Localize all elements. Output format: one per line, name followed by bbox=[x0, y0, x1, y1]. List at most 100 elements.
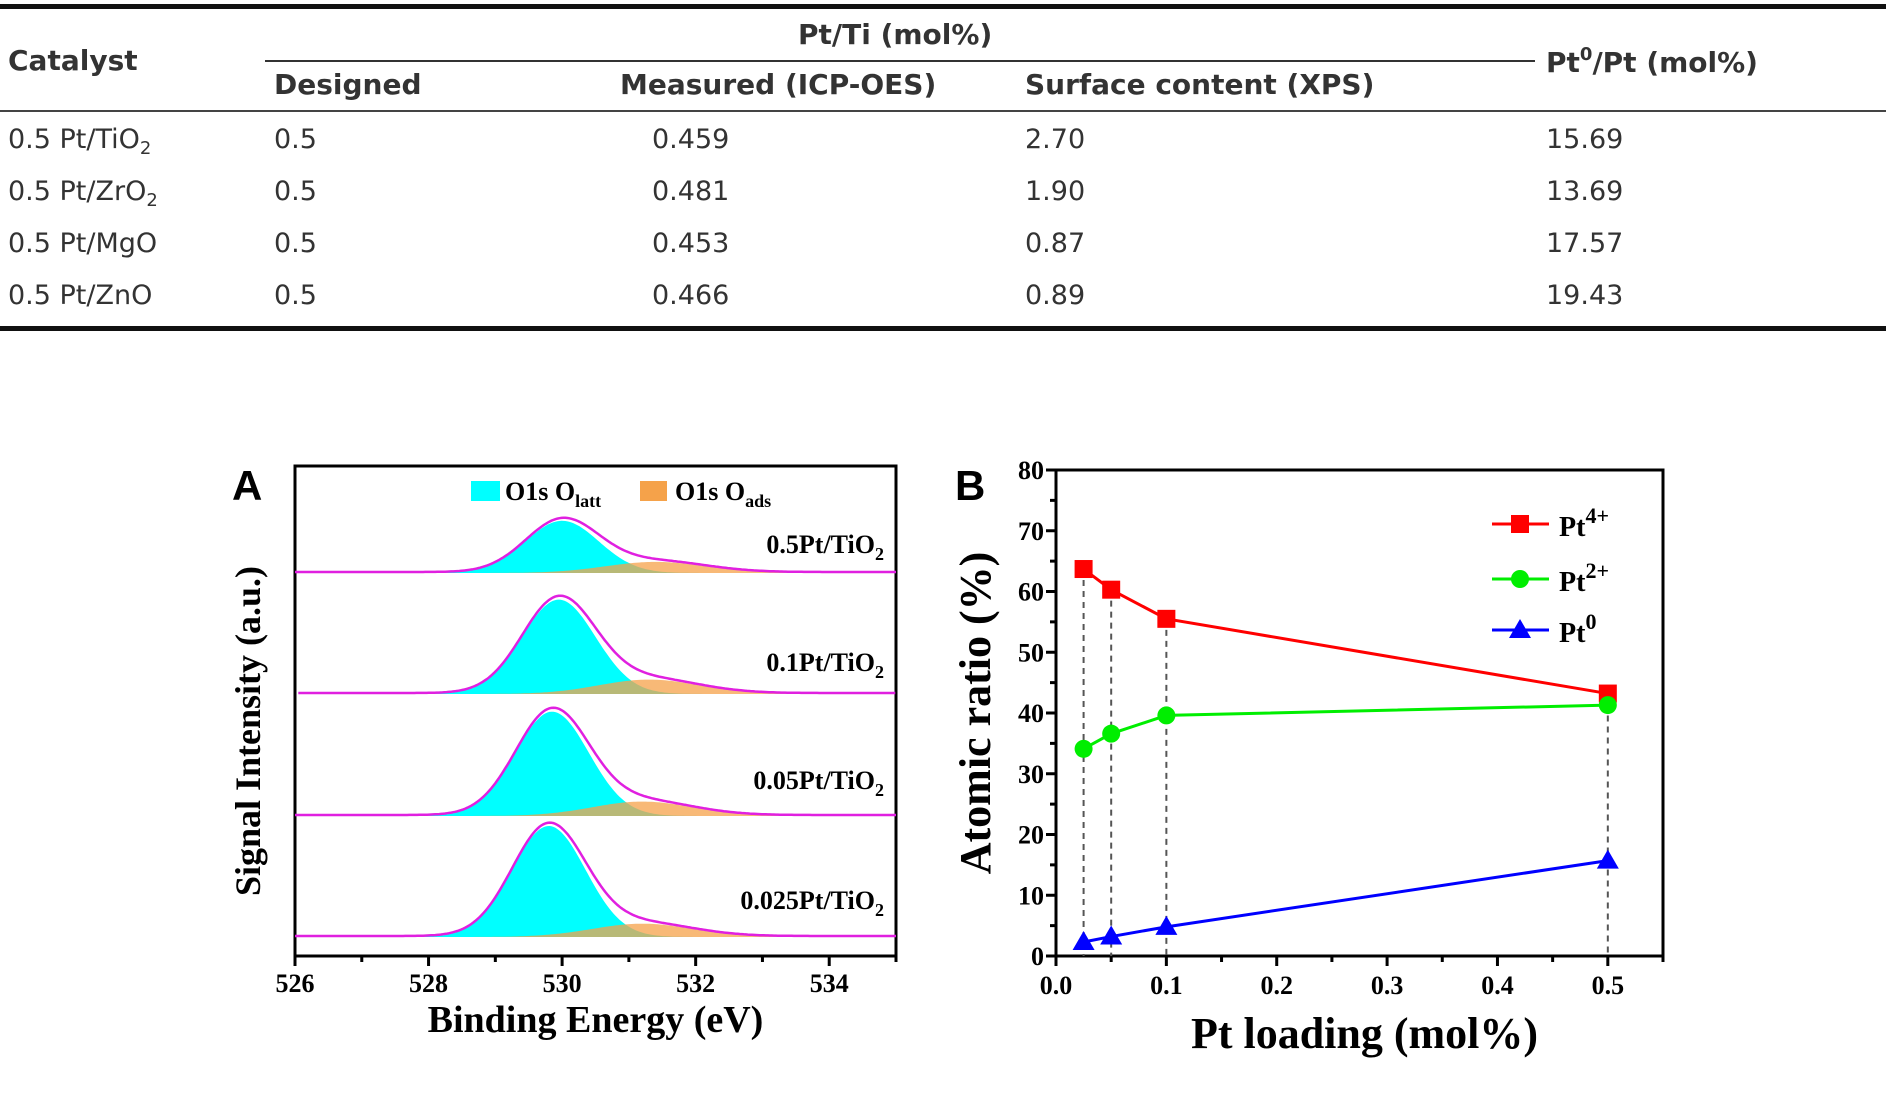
data-point bbox=[1100, 925, 1123, 945]
latt-peak-fill bbox=[295, 711, 896, 816]
cell-surface: 0.87 bbox=[1025, 228, 1086, 259]
x-tick-label: 0.1 bbox=[1150, 971, 1183, 1000]
cell-measured: 0.459 bbox=[652, 124, 730, 155]
cell-measured: 0.453 bbox=[652, 228, 730, 259]
x-tick-label: 0.2 bbox=[1260, 971, 1293, 1000]
sample-label-text: 0.1Pt/TiO bbox=[766, 648, 875, 677]
data-point bbox=[1074, 560, 1093, 579]
y-tick-label: 70 bbox=[1018, 517, 1044, 546]
y-axis-label: Signal Intensity (a.u.) bbox=[228, 566, 268, 896]
y-tick-label: 80 bbox=[1018, 456, 1044, 485]
x-axis-label: Binding Energy (eV) bbox=[428, 999, 764, 1041]
cell-pt0: 13.69 bbox=[1546, 176, 1624, 207]
ads-peak-fill bbox=[295, 801, 896, 816]
legend-name: Pt bbox=[1559, 567, 1586, 598]
header-rule bbox=[0, 110, 1886, 112]
envelope-line bbox=[298, 594, 896, 695]
sample-label: 0.1Pt/TiO2 bbox=[766, 648, 884, 682]
legend-text: O1s O bbox=[675, 477, 745, 506]
data-point bbox=[1102, 580, 1121, 599]
table-bottom-rule bbox=[0, 326, 1886, 331]
envelope-line bbox=[295, 706, 896, 817]
data-point bbox=[1074, 739, 1093, 758]
x-tick-label: 0.4 bbox=[1481, 971, 1514, 1000]
header-measured: Measured (ICP-OES) bbox=[620, 68, 937, 101]
data-point bbox=[1598, 696, 1617, 715]
x-axis-label: Pt loading (mol%) bbox=[1191, 1009, 1538, 1058]
y-tick-label: 60 bbox=[1018, 578, 1044, 607]
cell-cat: 0.5 Pt/MgO bbox=[8, 228, 158, 259]
y-axis-label: Atomic ratio (%) bbox=[951, 552, 1000, 875]
table-top-rule bbox=[0, 4, 1886, 9]
envelope-line bbox=[295, 821, 896, 938]
ads-peak-fill bbox=[298, 679, 896, 694]
cell-designed: 0.5 bbox=[274, 280, 317, 311]
x-tick-label: 0.5 bbox=[1592, 971, 1625, 1000]
legend-marker bbox=[1511, 515, 1529, 533]
data-point bbox=[1072, 931, 1095, 951]
group-rule bbox=[265, 60, 1535, 62]
legend-sub: latt bbox=[575, 491, 601, 511]
header-pt0: Pt0/Pt (mol%) bbox=[1546, 44, 1758, 79]
x-tick-label: 532 bbox=[676, 969, 715, 998]
x-tick-label: 0.0 bbox=[1040, 971, 1073, 1000]
legend-text: O1s O bbox=[505, 477, 575, 506]
panel-label-b: B bbox=[955, 462, 985, 509]
cell-pt0: 17.57 bbox=[1546, 228, 1624, 259]
legend-sub: ads bbox=[745, 491, 771, 511]
series-line bbox=[1082, 567, 1609, 696]
sample-label-text: 0.025Pt/TiO bbox=[740, 886, 875, 915]
sample-label-sub: 2 bbox=[875, 780, 884, 800]
y-tick-label: 10 bbox=[1018, 881, 1044, 910]
y-tick-label: 50 bbox=[1018, 638, 1044, 667]
x-tick-label: 534 bbox=[810, 969, 849, 998]
legend-entry: Pt2+ bbox=[1559, 558, 1609, 598]
header-catalyst: Catalyst bbox=[8, 44, 138, 77]
header-pt-ti: Pt/Ti (mol%) bbox=[798, 18, 993, 51]
ads-peak-fill bbox=[295, 923, 896, 937]
cell-measured: 0.481 bbox=[652, 176, 730, 207]
cell-designed: 0.5 bbox=[274, 228, 317, 259]
cell-pt0: 19.43 bbox=[1546, 280, 1624, 311]
legend-sup: 4+ bbox=[1585, 503, 1609, 528]
sample-label-text: 0.05Pt/TiO bbox=[753, 766, 875, 795]
x-tick-label: 530 bbox=[543, 969, 582, 998]
series-line bbox=[1082, 703, 1608, 751]
cell-surface: 2.70 bbox=[1025, 124, 1086, 155]
latt-peak-fill bbox=[298, 599, 896, 694]
latt-peak-fill bbox=[295, 520, 896, 573]
cell-surface: 1.90 bbox=[1025, 176, 1086, 207]
sample-label-sub: 2 bbox=[875, 544, 884, 564]
cell-pt0: 15.69 bbox=[1546, 124, 1624, 155]
data-point bbox=[1596, 849, 1619, 869]
data-point bbox=[1102, 724, 1121, 743]
y-tick-label: 0 bbox=[1031, 942, 1044, 971]
legend-swatch-latt bbox=[471, 481, 500, 501]
legend-entry: Pt0 bbox=[1559, 609, 1596, 649]
legend-entry: Pt4+ bbox=[1559, 503, 1609, 543]
y-tick-label: 40 bbox=[1018, 699, 1044, 728]
cell-cat: 0.5 Pt/ZrO2 bbox=[8, 176, 158, 211]
legend-name: Pt bbox=[1559, 618, 1586, 649]
header-surface: Surface content (XPS) bbox=[1025, 68, 1375, 101]
legend-marker bbox=[1511, 570, 1529, 588]
sample-label: 0.025Pt/TiO2 bbox=[740, 886, 884, 920]
legend-latt: O1s Olatt bbox=[505, 477, 601, 511]
sample-label-text: 0.5Pt/TiO bbox=[766, 530, 875, 559]
data-point bbox=[1157, 609, 1176, 628]
latt-peak-fill bbox=[295, 826, 896, 937]
cell-cat: 0.5 Pt/ZnO bbox=[8, 280, 153, 311]
y-tick-label: 20 bbox=[1018, 821, 1044, 850]
legend-sup: 0 bbox=[1585, 609, 1596, 634]
x-tick-label: 528 bbox=[409, 969, 448, 998]
legend-ads: O1s Oads bbox=[675, 477, 771, 511]
envelope-line bbox=[295, 516, 896, 574]
y-tick-label: 30 bbox=[1018, 760, 1044, 789]
cell-designed: 0.5 bbox=[274, 176, 317, 207]
sample-label: 0.5Pt/TiO2 bbox=[766, 530, 884, 564]
plot-frame-a bbox=[293, 464, 898, 958]
series-line bbox=[1083, 859, 1609, 944]
sample-label-sub: 2 bbox=[875, 662, 884, 682]
x-tick-label: 0.3 bbox=[1371, 971, 1404, 1000]
